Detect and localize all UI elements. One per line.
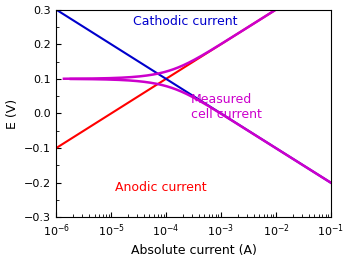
Text: Cathodic current: Cathodic current <box>133 15 237 28</box>
Y-axis label: E (V): E (V) <box>6 98 19 129</box>
X-axis label: Absolute current (A): Absolute current (A) <box>131 244 257 257</box>
Text: Measured
cell current: Measured cell current <box>191 93 261 121</box>
Text: Anodic current: Anodic current <box>116 181 207 194</box>
